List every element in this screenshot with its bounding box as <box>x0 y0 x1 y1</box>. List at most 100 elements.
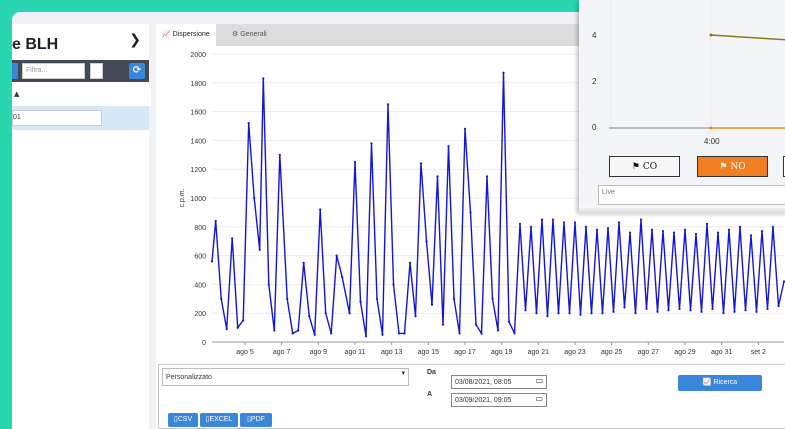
data-point <box>716 231 720 234</box>
calendar-icon[interactable]: ▭ <box>535 394 543 403</box>
from-date-field[interactable]: 03/08/2021, 08:05 ▭ <box>451 375 547 389</box>
gear-icon: ⚙ <box>232 31 239 38</box>
x-tick-label: ago 7 <box>273 349 291 356</box>
search-button-label: Ricerca <box>713 379 738 386</box>
data-point <box>214 219 217 223</box>
data-point <box>302 261 305 264</box>
x-tick-label: set 2 <box>751 349 766 356</box>
data-point <box>507 320 511 323</box>
data-point <box>612 310 615 313</box>
data-point <box>733 310 736 313</box>
list-item[interactable]: 01 <box>12 106 149 130</box>
y-axis-label: c.p.m. <box>179 188 186 207</box>
data-point <box>253 196 256 200</box>
filter-select[interactable] <box>90 63 103 79</box>
search-button[interactable]: 📈 Ricerca <box>678 375 762 391</box>
data-point <box>403 332 406 335</box>
data-point <box>584 225 588 228</box>
data-point <box>777 304 780 308</box>
line-chart-icon: 📈 <box>162 31 171 38</box>
export-csv-button[interactable]: ▯CSV <box>168 413 198 427</box>
list-item-value[interactable]: 01 <box>12 110 102 126</box>
toolbar-toggle-button[interactable] <box>12 63 18 79</box>
data-point <box>308 315 311 318</box>
data-point <box>286 297 289 300</box>
tab-label: Generali <box>240 31 267 38</box>
data-point <box>639 218 643 221</box>
pollutant-no-button[interactable]: ⚑ NO <box>697 156 768 177</box>
refresh-icon[interactable]: ⟳ <box>129 63 145 79</box>
data-point <box>518 222 522 225</box>
data-point <box>672 231 676 234</box>
live-input[interactable]: Live <box>598 185 785 205</box>
export-pdf-button[interactable]: ▯PDF <box>240 413 272 427</box>
data-point <box>755 310 758 313</box>
tab-dispersione[interactable]: 📈 Dispersione <box>156 24 216 46</box>
data-point <box>236 326 239 329</box>
list-header[interactable]: ▲ <box>12 82 151 106</box>
pollutant-co-button[interactable]: ⚑ CO <box>609 156 680 177</box>
calendar-icon[interactable]: ▭ <box>535 376 543 385</box>
data-point <box>623 306 626 309</box>
y-tick-label: 1800 <box>190 81 206 88</box>
data-point <box>524 309 527 312</box>
filter-input[interactable]: Filtra... <box>22 63 85 79</box>
tab-generali[interactable]: ⚙ Generali <box>226 24 273 46</box>
data-point <box>231 237 234 240</box>
overlay-time-label: 4:00 <box>704 137 720 146</box>
data-point <box>359 300 362 303</box>
data-point <box>727 228 731 231</box>
chevron-down-icon[interactable]: ❯ <box>129 32 141 48</box>
x-tick-label: ago 17 <box>454 349 476 356</box>
data-point <box>436 175 439 178</box>
export-excel-button[interactable]: ▯EXCEL <box>200 413 238 427</box>
data-point <box>414 315 417 318</box>
tab-label: Dispersione <box>172 31 210 38</box>
chevron-down-icon: ▾ <box>401 369 405 377</box>
data-point <box>330 332 333 335</box>
range-select-value: Personalizzato <box>166 374 212 381</box>
data-point <box>634 312 637 315</box>
data-point <box>529 225 533 228</box>
x-tick-label: ago 31 <box>711 349 733 356</box>
data-point <box>267 283 270 286</box>
file-icon: ▯ <box>247 416 251 423</box>
data-point <box>430 303 434 306</box>
data-point <box>711 307 714 310</box>
data-point <box>722 312 725 315</box>
overlay-point <box>709 33 713 37</box>
data-point <box>375 297 379 300</box>
data-point <box>381 333 384 336</box>
dispersion-chart[interactable]: 0 200 400 600 800 1000 1200 1400 1600 1800 2000 ago… <box>156 46 785 364</box>
data-point <box>579 313 582 316</box>
data-point <box>766 307 769 310</box>
data-point <box>392 283 395 286</box>
overlay-window: 4 2 0 4:00 ⚑ CO ⚑ NO Live <box>579 0 785 211</box>
pollutant-more-button[interactable] <box>783 156 785 177</box>
data-point <box>258 248 261 251</box>
data-point <box>469 211 472 214</box>
data-point <box>319 208 322 211</box>
x-tick-label: ago 25 <box>601 349 623 356</box>
data-point <box>480 332 483 335</box>
to-date-value: 03/09/2021, 09:05 <box>455 397 512 404</box>
y-tick-label: 400 <box>194 282 206 289</box>
x-tick-label: ago 11 <box>345 349 366 356</box>
data-point <box>738 225 742 228</box>
overlay-ytick: 2 <box>592 77 597 86</box>
data-point <box>595 228 599 231</box>
overlay-ytick: 4 <box>592 31 597 40</box>
data-point <box>386 103 390 106</box>
data-point <box>628 231 632 234</box>
data-point <box>447 145 450 148</box>
data-point <box>425 240 428 243</box>
overlay-chart: 4 2 0 4:00 <box>592 0 785 146</box>
to-date-field[interactable]: 03/09/2021, 09:05 ▭ <box>451 393 547 407</box>
data-point <box>408 261 412 264</box>
x-tick-label: ago 23 <box>564 349 586 356</box>
data-point <box>606 227 610 230</box>
data-point <box>562 221 566 224</box>
search-form: Personalizzato ▾ Da A 03/08/2021, 08:05 … <box>158 364 785 429</box>
range-select[interactable]: Personalizzato ▾ <box>162 368 409 386</box>
export-csv-label: CSV <box>177 416 193 423</box>
